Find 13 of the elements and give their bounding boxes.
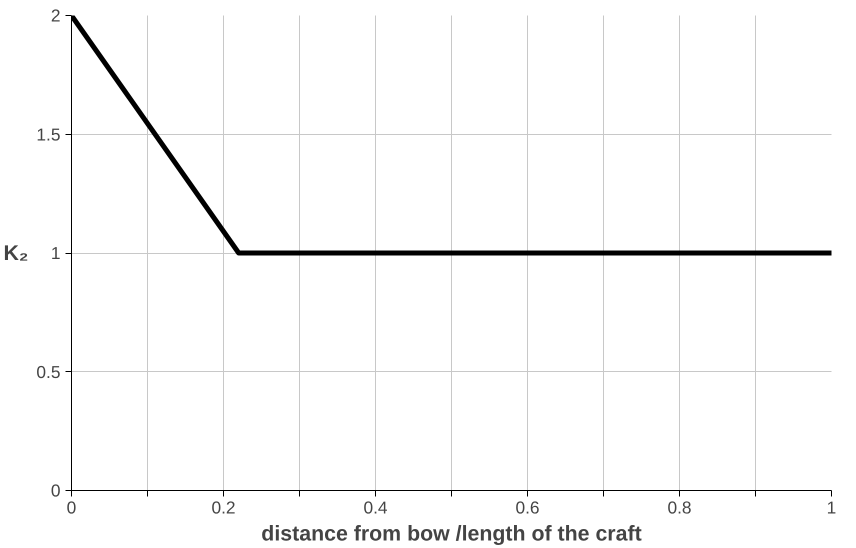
x-tick-label: 0.4	[363, 498, 388, 518]
x-tick-label: 0.2	[211, 498, 236, 518]
x-tick-label: 1	[826, 498, 836, 518]
x-tick-label: 0	[66, 498, 76, 518]
y-tick-label: 2	[50, 6, 61, 26]
y-tick-label: 1	[50, 243, 61, 263]
x-tick-label: 0.6	[515, 498, 540, 518]
y-tick-label: 0	[50, 480, 61, 500]
x-axis-title: distance from bow /length of the craft	[261, 522, 642, 546]
x-tick-label: 0.8	[667, 498, 692, 518]
y-tick-label: 0.5	[36, 362, 61, 382]
y-axis-title: K₂	[4, 241, 28, 265]
y-tick-label: 1.5	[36, 124, 61, 144]
